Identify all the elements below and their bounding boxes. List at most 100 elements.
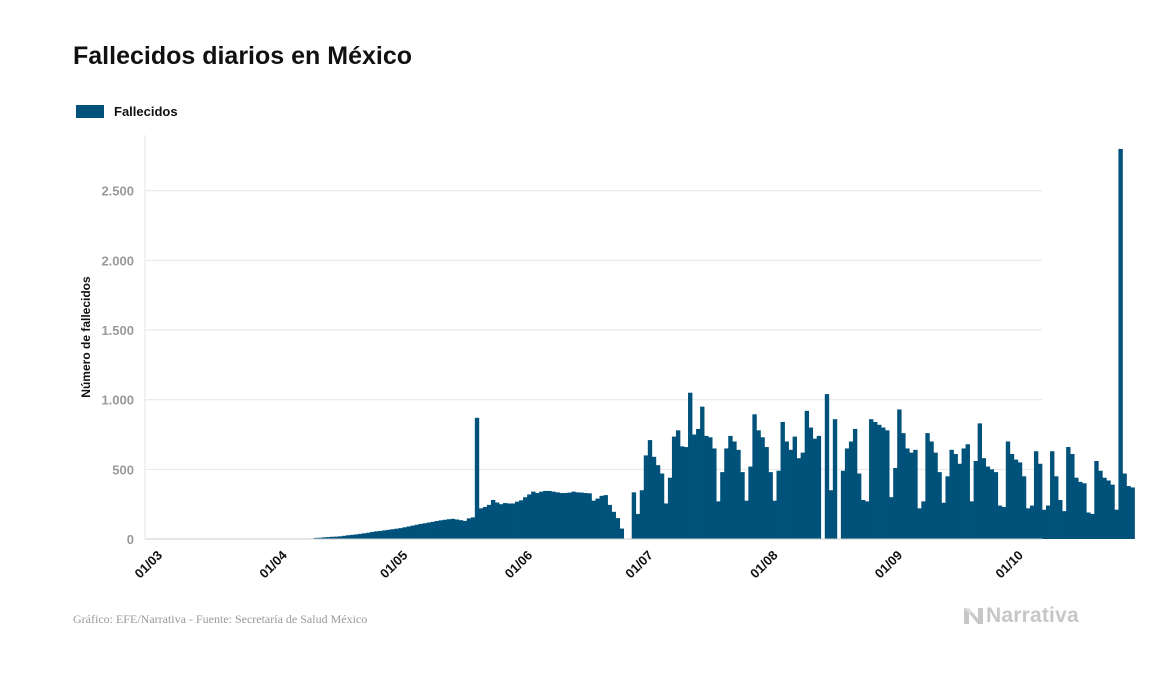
bar xyxy=(434,521,439,539)
bar xyxy=(466,518,472,539)
bar xyxy=(704,435,709,539)
x-tick-label: 01/10 xyxy=(992,548,1026,582)
bar xyxy=(450,518,456,539)
bar xyxy=(981,458,987,539)
x-tick-label: 01/08 xyxy=(747,548,781,582)
bar xyxy=(494,502,500,539)
bar xyxy=(422,523,427,539)
bar xyxy=(531,491,536,539)
bar xyxy=(430,521,435,539)
bar xyxy=(563,493,568,539)
y-tick-label: 0 xyxy=(127,532,134,547)
y-axis-ticks: 0 500 1.000 1.500 2.000 2.500 xyxy=(101,184,134,547)
bar xyxy=(736,449,741,539)
bar xyxy=(993,472,999,539)
bar xyxy=(1098,470,1103,539)
bar xyxy=(1114,509,1119,539)
bar xyxy=(482,506,488,539)
bar xyxy=(635,513,641,539)
bar xyxy=(792,436,797,539)
bar xyxy=(764,447,769,539)
bar xyxy=(667,477,673,539)
bar xyxy=(804,410,810,539)
bar xyxy=(406,526,411,539)
bar xyxy=(905,448,910,539)
bar xyxy=(555,492,560,539)
bar xyxy=(768,472,773,539)
bar xyxy=(615,518,620,539)
bar xyxy=(458,520,464,539)
bar xyxy=(1106,480,1111,539)
bar xyxy=(1062,511,1067,539)
bar xyxy=(507,503,512,539)
bar xyxy=(832,419,838,539)
bar xyxy=(1082,483,1087,539)
bar xyxy=(1122,473,1127,539)
bar xyxy=(708,437,713,539)
bar xyxy=(1090,513,1095,539)
bar xyxy=(949,449,954,539)
bar xyxy=(1021,476,1027,539)
bar xyxy=(454,519,460,539)
bar xyxy=(398,528,403,539)
bar xyxy=(1086,512,1091,539)
bar xyxy=(776,470,781,539)
bar xyxy=(752,414,757,539)
bar xyxy=(571,491,576,539)
bar xyxy=(547,490,552,539)
x-axis-ticks: 01/03 01/04 01/05 01/06 01/07 01/08 01/09 01/10 xyxy=(132,547,1026,581)
bar xyxy=(346,535,351,539)
x-tick-label: 01/09 xyxy=(872,548,906,582)
bar xyxy=(740,472,745,539)
bar xyxy=(848,441,854,539)
bar xyxy=(382,530,387,539)
bar xyxy=(350,534,355,539)
bar xyxy=(1037,463,1043,539)
x-tick-label: 01/06 xyxy=(502,548,536,582)
bar xyxy=(575,492,580,539)
bar xyxy=(1009,454,1015,539)
bar xyxy=(551,491,556,539)
bar xyxy=(498,504,504,539)
bar xyxy=(816,435,822,539)
bar xyxy=(877,424,882,539)
bar xyxy=(438,520,444,539)
bar xyxy=(386,529,391,539)
bar xyxy=(655,465,661,539)
bar xyxy=(1130,487,1135,539)
bar xyxy=(1033,451,1039,539)
bar xyxy=(1017,462,1023,539)
bar xyxy=(366,532,371,539)
bar xyxy=(997,505,1003,539)
bar xyxy=(873,421,878,539)
x-tick-label: 01/03 xyxy=(132,548,166,582)
bar xyxy=(937,472,942,539)
legend-swatch-fallecidos xyxy=(76,105,104,118)
bar xyxy=(583,493,588,539)
bar xyxy=(1054,476,1059,539)
chart-legend: Fallecidos xyxy=(76,104,178,119)
y-tick-label: 1.000 xyxy=(101,393,134,408)
bar xyxy=(631,492,637,539)
bar xyxy=(603,495,608,539)
bar xyxy=(784,441,789,539)
bar xyxy=(1001,506,1007,539)
x-tick-label: 01/07 xyxy=(622,548,656,582)
bar xyxy=(334,536,339,539)
bar xyxy=(828,490,834,539)
bar xyxy=(696,428,701,539)
brand-name: Narrativa xyxy=(986,604,1079,627)
bar xyxy=(595,498,600,539)
bar xyxy=(611,511,616,539)
bar xyxy=(330,536,335,539)
bar xyxy=(808,427,814,539)
bar xyxy=(523,497,528,539)
bar xyxy=(354,534,359,539)
chart-title: Fallecidos diarios en México xyxy=(73,42,413,70)
bar xyxy=(639,490,645,539)
bar xyxy=(688,392,693,539)
bar xyxy=(502,503,508,539)
bar xyxy=(1013,459,1019,539)
bar xyxy=(732,441,737,539)
